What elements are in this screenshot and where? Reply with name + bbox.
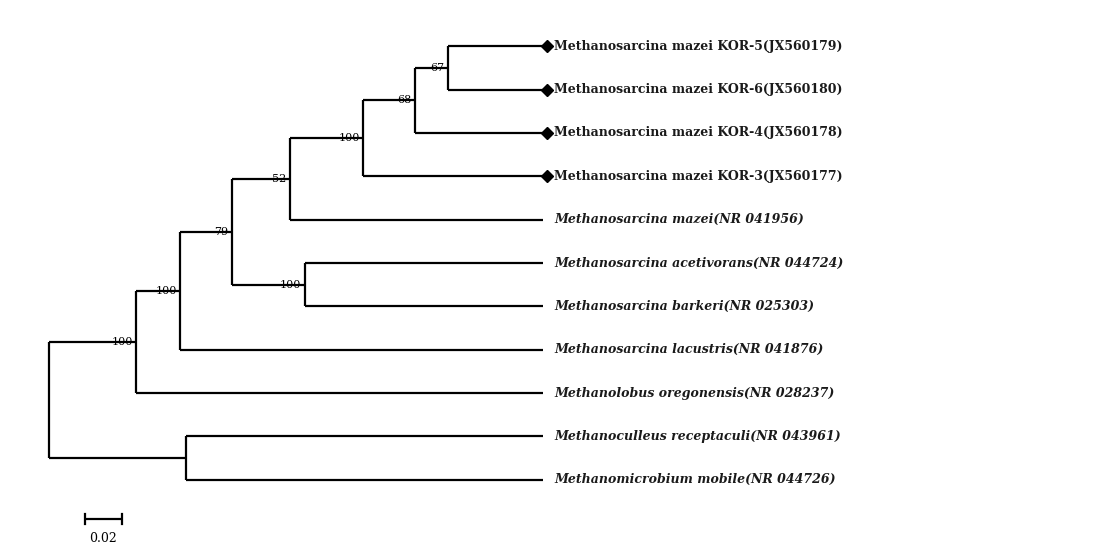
Text: 100: 100 [338,133,360,144]
Text: Methanosarcina mazei(NR 041956): Methanosarcina mazei(NR 041956) [554,213,804,226]
Text: Methanosarcina mazei KOR-5(JX560179): Methanosarcina mazei KOR-5(JX560179) [554,40,842,52]
Text: Methanosarcina mazei KOR-6(JX560180): Methanosarcina mazei KOR-6(JX560180) [554,83,842,96]
Text: 100: 100 [112,337,132,347]
Text: 79: 79 [214,227,228,237]
Text: 68: 68 [396,95,411,105]
Text: Methanosarcina mazei KOR-3(JX560177): Methanosarcina mazei KOR-3(JX560177) [554,170,842,183]
Text: 67: 67 [430,63,445,73]
Text: Methanolobus oregonensis(NR 028237): Methanolobus oregonensis(NR 028237) [554,386,834,400]
Text: 52: 52 [273,174,287,184]
Text: 0.02: 0.02 [90,532,117,545]
Text: Methanosarcina lacustris(NR 041876): Methanosarcina lacustris(NR 041876) [554,343,823,356]
Text: Methanoculleus receptaculi(NR 043961): Methanoculleus receptaculi(NR 043961) [554,430,841,443]
Text: 100: 100 [155,286,176,296]
Text: Methanosarcina acetivorans(NR 044724): Methanosarcina acetivorans(NR 044724) [554,257,843,269]
Text: Methanosarcina barkeri(NR 025303): Methanosarcina barkeri(NR 025303) [554,300,814,313]
Text: 100: 100 [280,280,301,290]
Text: Methanosarcina mazei KOR-4(JX560178): Methanosarcina mazei KOR-4(JX560178) [554,126,842,140]
Text: Methanomicrobium mobile(NR 044726): Methanomicrobium mobile(NR 044726) [554,473,835,486]
